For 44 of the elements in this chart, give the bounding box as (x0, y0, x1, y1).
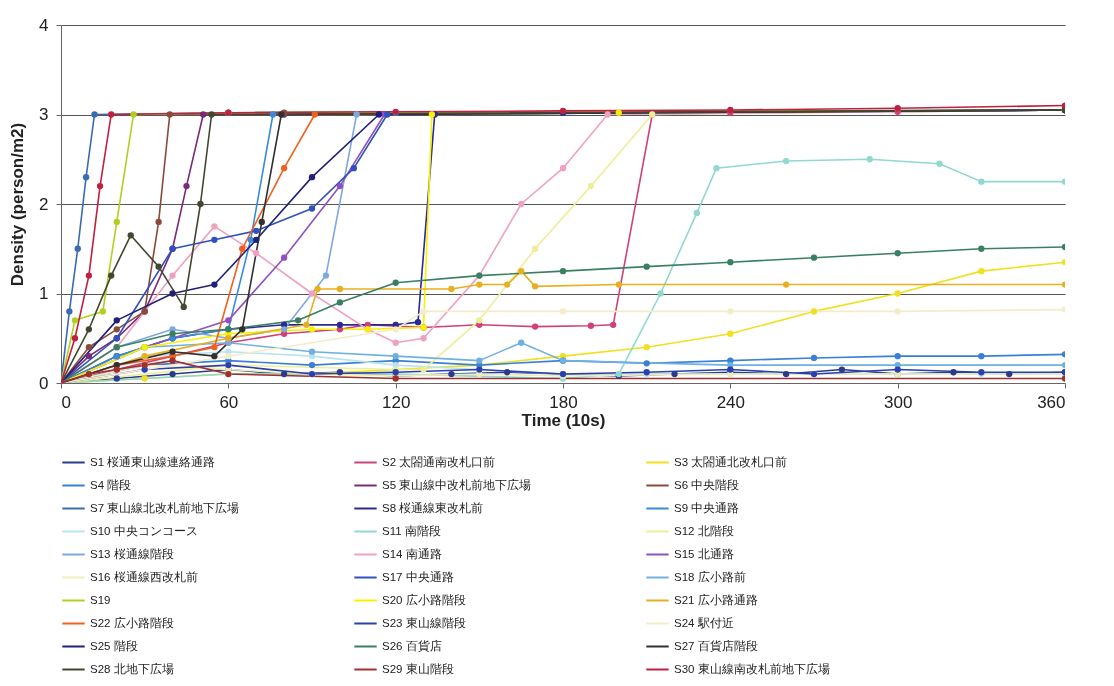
legend-label: S23 東山線階段 (382, 616, 466, 629)
legend-label: S30 東山線南改札前地下広場 (674, 661, 830, 675)
legend-label: S19 (90, 593, 111, 606)
legend-label: S2 太閤通南改札口前 (382, 455, 496, 468)
legend-label: S25 階段 (90, 639, 138, 652)
legend-label: S11 南階段 (382, 524, 441, 537)
legend-label: S21 広小路通路 (674, 592, 758, 606)
legend-label: S22 広小路階段 (90, 615, 174, 629)
y-tick-label: 0 (39, 373, 49, 393)
x-tick-label: 300 (883, 392, 913, 412)
y-tick-label: 1 (39, 284, 49, 303)
legend-label: S24 駅付近 (674, 616, 734, 629)
y-tick-label: 3 (39, 105, 49, 124)
x-tick-label: 120 (381, 392, 411, 412)
legend-label: S28 北地下広場 (90, 661, 174, 675)
legend-label: S26 百貨店 (382, 638, 442, 653)
legend-label: S12 北階段 (674, 524, 734, 537)
legend-label: S7 東山線北改札前地下広場 (90, 500, 240, 514)
legend-label: S5 東山線中改札前地下広場 (382, 477, 532, 491)
y-axis-title: Density (person/m2) (8, 122, 28, 287)
x-tick-label: 360 (1037, 392, 1066, 412)
legend-label: S18 広小路前 (674, 569, 746, 583)
y-tick-label: 2 (39, 194, 49, 214)
x-axis-title: Time (10s) (521, 410, 606, 430)
y-tick-label: 4 (39, 15, 49, 35)
legend-label: S20 広小路階段 (382, 592, 466, 606)
x-tick-label: 180 (549, 392, 578, 412)
legend-label: S14 南通路 (382, 547, 442, 560)
legend-label: S8 桜通線東改札前 (382, 501, 484, 514)
legend-label: S13 桜通線階段 (90, 547, 174, 560)
legend-label: S16 桜通線西改札前 (90, 570, 198, 583)
x-tick-label: 240 (716, 392, 746, 412)
legend-label: S9 中央通路 (674, 501, 740, 514)
x-tick-label: 60 (219, 392, 239, 412)
legend-label: S3 太閤通北改札口前 (674, 455, 788, 468)
legend-label: S1 桜通東山線連絡通路 (90, 455, 216, 468)
x-tick-label: 0 (61, 392, 71, 412)
legend-label: S15 北通路 (674, 547, 734, 560)
legend-label: S10 中央コンコース (90, 524, 198, 537)
legend-label: S4 階段 (90, 478, 132, 491)
legend-label: S6 中央階段 (674, 478, 740, 491)
legend-label: S17 中央通路 (382, 570, 454, 583)
legend-label: S27 百貨店階段 (674, 638, 758, 653)
legend-label: S29 東山階段 (382, 662, 454, 675)
